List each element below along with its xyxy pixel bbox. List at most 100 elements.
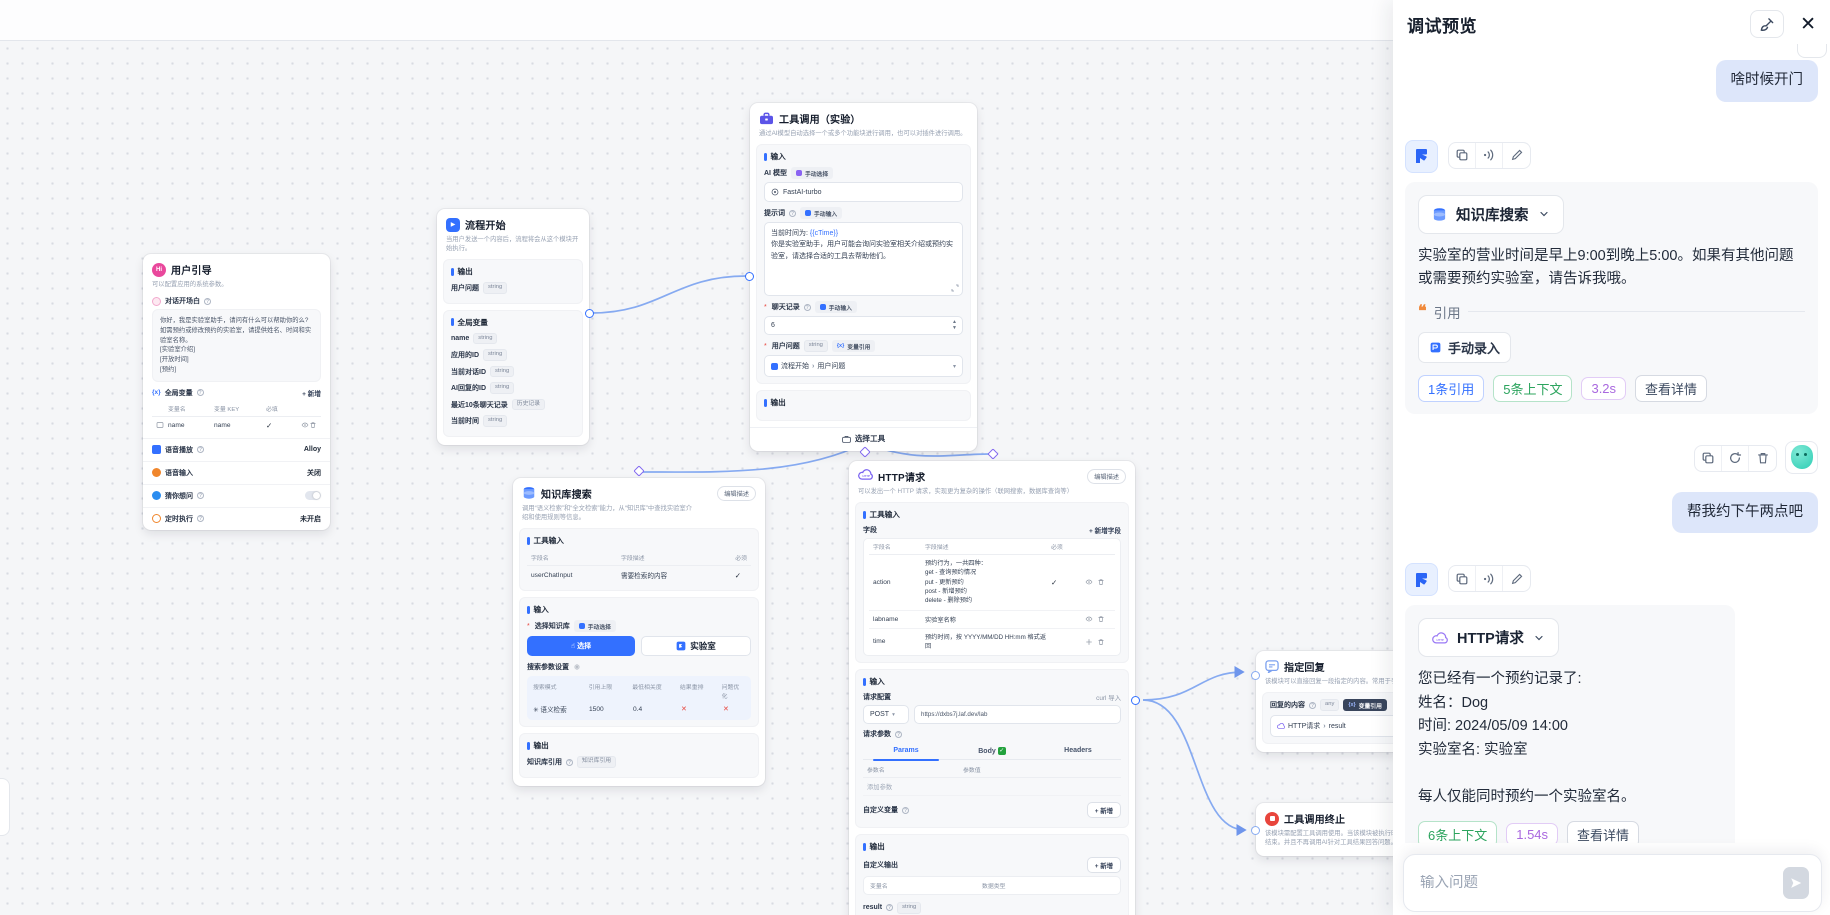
var-key-cell: name [214,421,231,429]
opening-icon [152,296,161,306]
kb-card[interactable]: 实验室 [641,636,751,657]
trash-icon[interactable] [1749,446,1776,471]
output-section-label: 输出 [451,266,575,277]
globals-label: 全局变量 [164,389,193,397]
manual-input-badge: 手动输入 [814,301,857,314]
output-connector[interactable] [1131,696,1140,705]
retry-icon[interactable] [1722,445,1749,471]
suggest-toggle[interactable] [305,491,321,501]
eye-icon[interactable] [301,421,309,429]
method-select[interactable]: POST ▾ [863,705,909,725]
chat-input[interactable] [1420,875,1783,891]
trash-icon[interactable] [309,421,317,429]
choose-kb-button[interactable]: ☝ 选择 [527,636,635,657]
tab-body[interactable]: Body ✓ [978,747,1006,756]
globals-section-label: 全局变量 [451,317,575,328]
tts-icon[interactable] [1476,142,1503,168]
send-button[interactable] [1783,867,1809,899]
input-connector[interactable] [1251,826,1260,835]
prompt-textarea[interactable]: 当前时间为: {{cTime}} 你是实验室助手，用户可能会询问实验室相关介绍或… [764,222,963,297]
output-section-label: 输出 [863,841,1121,852]
voice-input-row[interactable]: 语音输入 关闭 [143,460,330,484]
gear-icon[interactable] [573,663,581,671]
expand-icon[interactable] [951,284,959,292]
node-user-guide[interactable]: Hi 用户引导 可以配置应用的系统参数。 对话开场白 ? 你好，我是实验室助手，… [143,254,330,530]
curl-import-button[interactable]: curl 导入 [1096,694,1121,702]
fastgpt-logo [1415,572,1427,587]
tts-row[interactable]: 语音播放? Alloy [143,437,330,461]
trash-icon[interactable] [1097,578,1105,586]
opening-textarea[interactable]: 你好，我是实验室助手，请问有什么可以帮助你的么? 如需预约或修改预约的实验室，请… [152,309,321,382]
add-custom-output-button[interactable]: + 新增 [1086,857,1121,874]
node-title: 工具调用（实验） [779,115,861,126]
trash-icon[interactable] [1097,615,1105,623]
user-message: 啥时候开门 [1715,60,1818,102]
citation-source[interactable]: 手动录入 [1418,331,1512,363]
kb-logo [676,641,686,651]
view-detail-button[interactable]: 查看详情 [1635,374,1708,402]
close-icon[interactable]: ✕ [1800,13,1816,35]
node-http-request[interactable]: HTTP HTTP请求 编辑描述 可以发出一个 HTTP 请求，实现更为复杂的操… [849,448,1140,915]
gear-icon[interactable] [1085,638,1093,646]
check-icon: ✓ [997,747,1006,756]
add-param-row[interactable]: 添加参数 [863,778,1121,797]
assistant-avatar [1405,139,1438,173]
history-count-input[interactable]: 6 ▲ ▼ [764,316,963,336]
number-stepper[interactable]: ▲ ▼ [952,319,957,331]
suggest-row[interactable]: 猜你想问? [143,483,330,507]
request-tabs: Params Body ✓ Headers [863,743,1121,761]
trash-icon[interactable] [1097,638,1105,646]
edit-icon[interactable] [1503,143,1530,168]
input-connector[interactable] [1251,671,1260,680]
copy-icon[interactable] [1695,445,1722,471]
info-icon[interactable]: ? [204,297,211,305]
eye-icon[interactable] [1085,615,1093,623]
add-variable-button[interactable]: + 新增 [302,390,321,398]
node-kb-search[interactable]: 知识库搜索 编辑描述 调用“语义检索”和“全文检索”能力，从“知识库”中查找实验… [513,465,765,786]
add-custom-var-button[interactable]: + 新增 [1086,802,1121,819]
view-detail-button[interactable]: 查看详情 [1567,821,1640,843]
info-icon[interactable]: ? [196,389,204,397]
node-title: 用户引导 [171,266,212,277]
copy-icon[interactable] [1449,566,1476,592]
assistant-message-card: HTTP HTTP请求 您已经有一个预约记录了: 姓名：Dog 时间: 2024… [1405,605,1735,843]
manual-select-badge: 手动选择 [790,167,834,180]
panel-title: 调试预览 [1407,16,1477,36]
manual-entry-icon [1430,342,1441,353]
var-ref-badge: {x} 变量引用 [831,340,876,353]
add-field-button[interactable]: + 新增字段 [1088,528,1121,536]
output-section-label: 输出 [764,397,963,408]
cloud-icon [1277,723,1285,729]
edit-icon[interactable] [1503,566,1530,591]
tts-icon[interactable] [1476,566,1503,592]
edit-desc-button[interactable]: 编辑描述 [717,486,756,501]
chat-area[interactable]: 啥时候开门 知识库搜索 实验室的营业时间是早上9:00到晚上5:00。如果有其 [1393,44,1830,843]
bulb-icon [152,491,161,501]
input-connector[interactable] [745,272,754,281]
chat-input-bar[interactable] [1403,854,1822,912]
tab-headers[interactable]: Headers [1064,747,1092,755]
chat-bubble-icon [1265,660,1279,673]
node-flow-start[interactable]: ▶ 流程开始 当用户发送一个内容后，流程将会从这个模块开始执行。 输出 用户问题… [437,209,594,445]
clear-chat-button[interactable] [1750,10,1785,38]
schedule-row[interactable]: 定时执行? 未开启 [143,506,330,530]
model-select[interactable]: FastAI-turbo [764,182,963,203]
tool-run-dropdown[interactable]: 知识库搜索 [1418,194,1564,234]
tool-run-dropdown[interactable]: HTTP HTTP请求 [1418,618,1559,658]
edit-desc-button[interactable]: 编辑描述 [1087,469,1126,484]
database-icon [1433,207,1446,221]
output-connector[interactable] [585,309,594,318]
left-edge-widget[interactable] [0,778,10,836]
question-source-select[interactable]: 流程开始 › 用户问题 ▾ [764,355,963,378]
url-input[interactable]: https://dxbs7j.laf.dev/lab [914,705,1121,725]
node-tool-call[interactable]: 工具调用（实验） 通过AI模型自动选择一个或多个功能块进行调用，也可以对插件进行… [745,103,977,458]
flow-start-icon: ▶ [446,217,460,232]
tab-params[interactable]: Params [863,743,949,761]
select-tool-footer[interactable]: 选择工具 [750,427,977,451]
var-name-cell: name [168,421,185,429]
node-title: 知识库搜索 [541,490,592,501]
copy-icon[interactable] [1449,142,1476,168]
eye-icon[interactable] [1085,578,1093,586]
assistant-text: 您已经有一个预约记录了: 姓名：Dog 时间: 2024/05/09 14:00… [1418,671,1636,805]
